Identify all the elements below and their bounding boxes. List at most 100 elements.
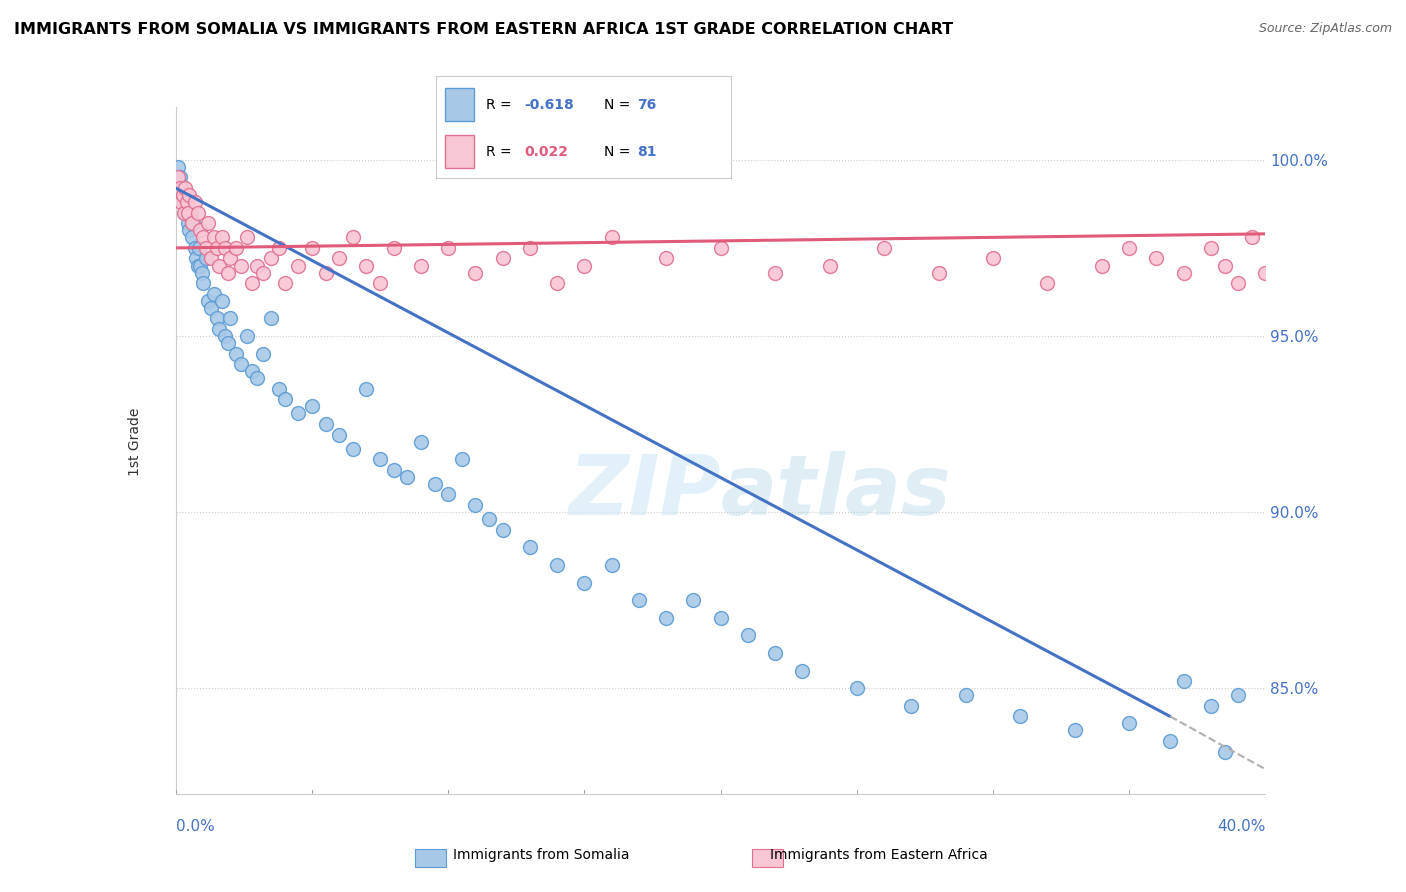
Point — [710, 611, 733, 625]
Point — [172, 188, 194, 202]
Point — [1146, 252, 1168, 266]
Point — [710, 241, 733, 255]
Point — [450, 452, 472, 467]
Point — [368, 276, 391, 290]
Point — [955, 688, 977, 702]
Point — [184, 195, 207, 210]
Point — [574, 575, 596, 590]
Point — [225, 346, 247, 360]
Point — [519, 241, 541, 255]
Point — [1159, 734, 1181, 748]
Point — [211, 293, 233, 308]
Point — [167, 170, 190, 185]
Point — [202, 230, 225, 244]
Point — [356, 382, 378, 396]
Point — [217, 336, 239, 351]
Text: -0.618: -0.618 — [524, 97, 574, 112]
Point — [260, 252, 283, 266]
Point — [200, 301, 222, 315]
Point — [269, 382, 291, 396]
Point — [202, 286, 225, 301]
Point — [184, 241, 207, 255]
Point — [186, 259, 209, 273]
Point — [818, 259, 841, 273]
Point — [188, 259, 211, 273]
Point — [328, 252, 350, 266]
Point — [205, 311, 228, 326]
Point — [301, 400, 323, 414]
Point — [655, 611, 678, 625]
Point — [260, 311, 283, 326]
Point — [342, 442, 364, 456]
Point — [1118, 241, 1140, 255]
Point — [225, 241, 247, 255]
Point — [1227, 276, 1250, 290]
Point — [382, 241, 405, 255]
Point — [169, 181, 191, 195]
Text: 76: 76 — [637, 97, 655, 112]
Point — [208, 322, 231, 336]
Point — [170, 181, 193, 195]
Point — [211, 230, 233, 244]
Point — [356, 259, 378, 273]
Point — [1118, 716, 1140, 731]
Point — [174, 205, 197, 219]
Point — [382, 463, 405, 477]
Point — [478, 512, 501, 526]
Point — [437, 241, 460, 255]
Point — [252, 346, 274, 360]
Point — [792, 664, 814, 678]
Point — [546, 276, 568, 290]
Text: atlas: atlas — [721, 451, 952, 533]
Point — [315, 417, 337, 431]
Point — [170, 195, 193, 210]
Point — [546, 558, 568, 572]
Point — [287, 407, 309, 421]
Point — [315, 266, 337, 280]
Point — [186, 252, 208, 266]
Point — [763, 646, 786, 660]
Point — [437, 487, 460, 501]
Point — [342, 230, 364, 244]
Point — [269, 241, 291, 255]
Point — [409, 259, 432, 273]
Text: R =: R = — [486, 145, 516, 159]
Point — [409, 434, 432, 449]
Point — [274, 392, 297, 407]
Point — [191, 230, 214, 244]
Point — [200, 252, 222, 266]
Point — [1199, 698, 1222, 713]
Point — [231, 259, 253, 273]
Point — [1240, 230, 1263, 244]
Point — [235, 329, 257, 343]
Point — [252, 266, 274, 280]
Point — [763, 266, 786, 280]
Point — [172, 188, 194, 202]
Point — [1254, 266, 1277, 280]
Text: 0.0%: 0.0% — [176, 819, 215, 833]
Point — [655, 252, 678, 266]
Point — [492, 523, 515, 537]
Point — [246, 371, 269, 385]
Point — [845, 681, 868, 696]
Point — [464, 498, 486, 512]
Point — [900, 698, 922, 713]
Text: Immigrants from Somalia: Immigrants from Somalia — [453, 847, 630, 862]
Text: Source: ZipAtlas.com: Source: ZipAtlas.com — [1258, 22, 1392, 36]
Point — [1213, 745, 1236, 759]
Point — [183, 216, 205, 230]
Text: N =: N = — [605, 145, 636, 159]
Point — [600, 230, 623, 244]
Point — [177, 205, 200, 219]
Point — [174, 181, 197, 195]
Point — [1010, 709, 1032, 723]
Text: 0.022: 0.022 — [524, 145, 568, 159]
Point — [464, 266, 486, 280]
Text: IMMIGRANTS FROM SOMALIA VS IMMIGRANTS FROM EASTERN AFRICA 1ST GRADE CORRELATION : IMMIGRANTS FROM SOMALIA VS IMMIGRANTS FR… — [14, 22, 953, 37]
Point — [188, 223, 211, 237]
Point — [368, 452, 391, 467]
Point — [873, 241, 896, 255]
Point — [177, 216, 200, 230]
Text: ZIP: ZIP — [568, 451, 721, 533]
Point — [181, 230, 204, 244]
